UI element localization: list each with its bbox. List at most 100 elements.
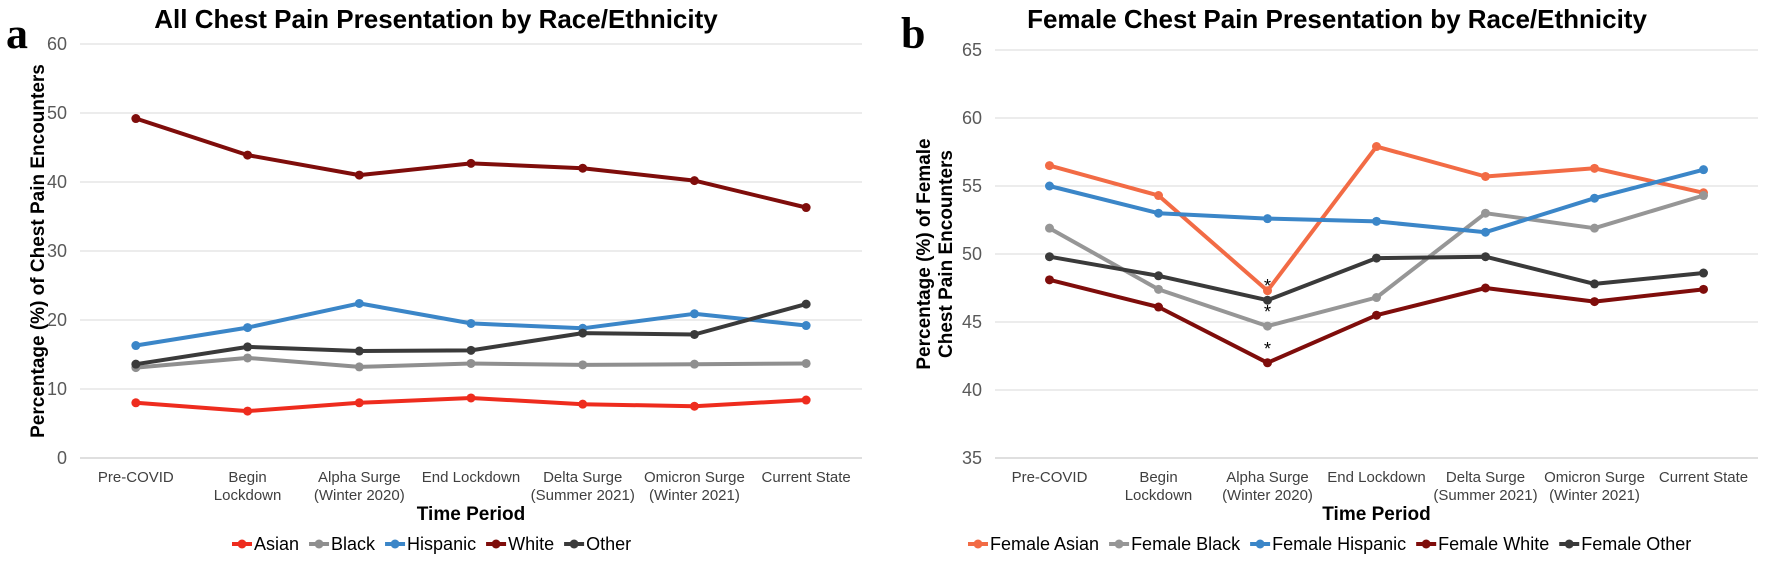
legend-label-black: Black [331, 534, 376, 554]
data-point-black [689, 359, 699, 369]
x-tick-label: Omicron Surge (Winter 2021) [644, 469, 745, 504]
data-point-female-white [1699, 284, 1708, 294]
legend-swatch-marker [569, 539, 579, 549]
x-tick-label: Current State [1659, 469, 1748, 486]
y-tick-label: 35 [962, 448, 982, 468]
x-tick-line: Begin [228, 469, 266, 486]
x-tick-line: Pre-COVID [1012, 469, 1088, 486]
data-point-female-asian [1481, 171, 1490, 181]
data-point-female-white [1372, 310, 1381, 320]
data-point-female-black [1699, 191, 1708, 201]
data-point-other [578, 328, 588, 338]
x-tick-label: Begin Lockdown [214, 469, 282, 504]
x-tick-label: Pre-COVID [98, 469, 174, 486]
data-point-white [243, 150, 253, 160]
chart-panel-b: b Female Chest Pain Presentation by Race/… [901, 4, 1758, 554]
x-tick-label: Pre-COVID [1012, 469, 1088, 486]
legend-swatch-marker [237, 539, 247, 549]
x-tick-line: Current State [1659, 469, 1748, 486]
panel-label: a [6, 9, 28, 58]
data-point-female-other [1590, 279, 1599, 289]
x-tick-label: Begin Lockdown [1125, 469, 1193, 504]
legend-label-female-other: Female Other [1581, 534, 1691, 554]
x-tick-label: End Lockdown [422, 469, 520, 486]
data-point-female-hispanic [1154, 208, 1163, 218]
y-tick-label: 65 [962, 40, 982, 60]
data-point-black [466, 358, 476, 368]
data-point-female-white [1154, 302, 1163, 312]
data-point-hispanic [243, 323, 253, 333]
data-point-female-other [1699, 268, 1708, 278]
legend-swatch-marker [491, 539, 501, 549]
significance-marker: * [1264, 339, 1271, 359]
data-point-female-other [1372, 253, 1381, 263]
x-tick-line: Alpha Surge [318, 469, 401, 486]
series-line-female-white [1047, 277, 1706, 365]
data-point-female-black [1590, 223, 1599, 233]
data-point-white [354, 170, 364, 180]
data-point-asian [578, 399, 588, 409]
chart-panel-a: a All Chest Pain Presentation by Race/Eth… [6, 4, 862, 554]
chart-title: Female Chest Pain Presentation by Race/E… [1027, 4, 1647, 34]
data-point-female-other [1154, 271, 1163, 281]
data-point-female-white [1045, 275, 1054, 285]
y-tick-label: 10 [47, 379, 67, 399]
x-tick-line: Alpha Surge [1226, 469, 1309, 486]
data-point-female-asian [1263, 286, 1272, 296]
data-point-female-hispanic [1481, 227, 1490, 237]
legend-swatch-marker [314, 539, 324, 549]
data-point-female-hispanic [1045, 181, 1054, 191]
y-tick-label: 40 [47, 172, 67, 192]
x-tick-line: (Summer 2021) [1433, 487, 1537, 504]
legend-swatch-marker [973, 539, 983, 549]
x-tick-line: (Winter 2021) [649, 487, 740, 504]
legend-label-female-hispanic: Female Hispanic [1272, 534, 1406, 554]
data-point-white [801, 203, 811, 213]
data-point-hispanic [354, 298, 364, 308]
x-tick-line: Delta Surge [1446, 469, 1525, 486]
significance-marker: * [1264, 302, 1271, 322]
x-tick-label: Current State [762, 469, 851, 486]
y-axis-title-line: Percentage (%) of Chest Pain Encounters [28, 64, 49, 438]
data-point-hispanic [801, 321, 811, 331]
data-point-white [131, 114, 141, 124]
y-axis-title-line: Percentage (%) of Female [914, 138, 935, 369]
data-point-black [578, 360, 588, 370]
x-tick-line: (Summer 2021) [531, 487, 635, 504]
data-point-hispanic [466, 318, 476, 328]
data-point-female-hispanic [1263, 214, 1272, 224]
legend-label-female-black: Female Black [1131, 534, 1241, 554]
legend-label-hispanic: Hispanic [407, 534, 476, 554]
legend-label-female-white: Female White [1438, 534, 1549, 554]
data-point-female-white [1481, 283, 1490, 293]
y-axis-title: Percentage (%) of FemaleChest Pain Encou… [914, 138, 957, 369]
x-tick-line: Begin [1139, 469, 1177, 486]
data-point-female-asian [1590, 163, 1599, 173]
panel-label: b [901, 9, 925, 58]
legend-label-female-asian: Female Asian [990, 534, 1099, 554]
data-point-white [466, 158, 476, 168]
x-tick-line: End Lockdown [422, 469, 520, 486]
x-tick-line: Current State [762, 469, 851, 486]
x-tick-label: End Lockdown [1327, 469, 1425, 486]
x-tick-label: Alpha Surge (Winter 2020) [1222, 469, 1313, 504]
data-point-hispanic [689, 309, 699, 319]
data-point-female-hispanic [1372, 216, 1381, 226]
data-point-asian [243, 406, 253, 416]
x-tick-line: Omicron Surge [1544, 469, 1645, 486]
x-tick-line: (Winter 2020) [1222, 487, 1313, 504]
data-point-female-black [1481, 208, 1490, 218]
x-tick-label: Delta Surge (Summer 2021) [531, 469, 635, 504]
data-point-female-asian [1154, 191, 1163, 201]
data-point-other [801, 299, 811, 309]
y-tick-label: 0 [57, 448, 67, 468]
x-tick-label: Alpha Surge (Winter 2020) [314, 469, 405, 504]
data-point-other [131, 359, 141, 369]
legend-label-asian: Asian [254, 534, 299, 554]
legend-swatch-marker [1255, 539, 1265, 549]
significance-marker: * [1264, 276, 1271, 296]
data-point-black [354, 362, 364, 372]
y-tick-label: 50 [47, 103, 67, 123]
data-point-other [466, 345, 476, 355]
x-axis-title: Time Period [417, 504, 525, 525]
